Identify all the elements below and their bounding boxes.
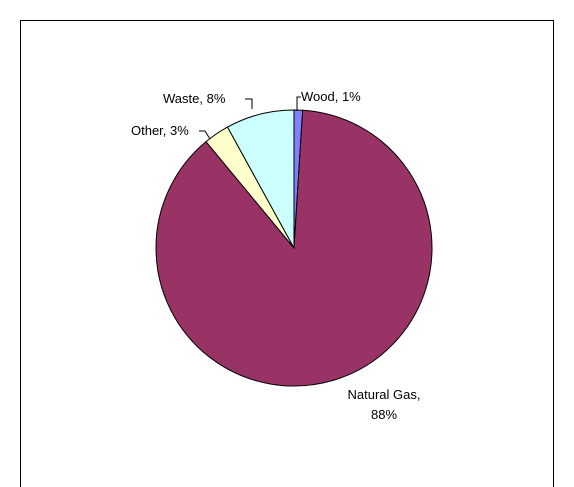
pie-slices	[155, 109, 433, 387]
chart-border	[20, 20, 554, 487]
slice-label-wood: Wood, 1%	[301, 89, 361, 104]
leader-line-wood	[296, 96, 301, 111]
slice-label-other: Other, 3%	[131, 123, 189, 138]
leader-line-waste	[245, 98, 253, 109]
pie-slice-waste	[226, 109, 295, 249]
leader-line-other	[199, 130, 211, 140]
leader-lines	[199, 96, 301, 140]
slice-label-waste: Waste, 8%	[163, 91, 226, 106]
slice-label-natural-gas: Natural Gas, 88%	[348, 387, 421, 422]
slice-labels: Wood, 1% Natural Gas, 88% Other, 3% Waste, 8…	[131, 89, 420, 422]
